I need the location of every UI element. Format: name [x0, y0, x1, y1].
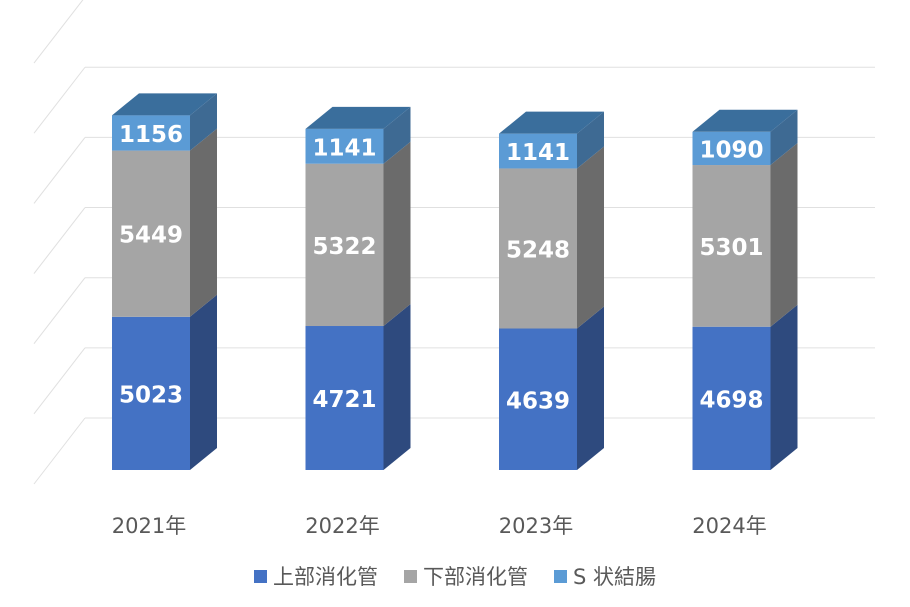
- legend-swatch: [403, 569, 417, 583]
- x-tick-label: 2022年: [305, 514, 379, 538]
- bar-segment-side: [577, 146, 604, 329]
- bar-segment: [692, 131, 771, 166]
- legend-label: 下部消化管: [422, 565, 528, 589]
- bar-segment: [112, 115, 190, 151]
- data-label: 5023: [119, 382, 183, 408]
- gridline-diagonal: [33, 66, 86, 134]
- data-label: 4698: [699, 387, 763, 413]
- legend-label: S 状結腸: [572, 565, 656, 589]
- gridline-diagonal: [33, 417, 86, 485]
- bar-top: [112, 93, 217, 116]
- legend: 上部消化管 下部消化管 S 状結腸: [0, 560, 910, 592]
- legend-item-upper-gi: 上部消化管: [253, 561, 378, 591]
- bar-segment-side: [383, 304, 411, 470]
- bar-segment: [692, 326, 771, 470]
- x-tick-label: 2024年: [692, 514, 766, 538]
- gridline-diagonal: [33, 277, 86, 345]
- gridline-diagonal: [33, 347, 86, 415]
- bar-segment-side: [190, 93, 217, 151]
- bar-segment: [499, 168, 577, 329]
- legend-swatch: [553, 569, 567, 583]
- bar-segment: [499, 328, 577, 470]
- bar-segment-side: [383, 141, 411, 327]
- gridline-diagonal: [33, 137, 86, 204]
- bar-segment: [112, 316, 190, 470]
- bar-segment-side: [190, 294, 217, 470]
- bar-segment-side: [770, 304, 798, 470]
- data-label: 5449: [119, 223, 183, 249]
- gridline-diagonal: [33, 0, 84, 64]
- x-tick-label: 2023年: [499, 514, 573, 538]
- bar-segment: [692, 165, 771, 327]
- data-label: 5301: [699, 235, 763, 261]
- bars: [112, 93, 798, 470]
- data-label: 4721: [312, 387, 376, 413]
- data-label: 5248: [506, 237, 570, 263]
- bar-segment: [112, 150, 190, 317]
- bar-top: [499, 111, 604, 134]
- bar-segment-side: [770, 109, 798, 166]
- bar-segment: [305, 163, 384, 327]
- legend-swatch: [253, 569, 267, 583]
- bar-segment-side: [577, 111, 604, 169]
- bar-segment-side: [383, 106, 411, 164]
- x-tick-label: 2021年: [112, 514, 186, 538]
- data-label: 1156: [119, 122, 183, 148]
- bar-segment: [499, 133, 577, 169]
- x-axis-ticks: 2021年 2022年 2023年 2024年: [112, 514, 767, 538]
- gridline-diagonal: [33, 207, 86, 274]
- legend-item-lower-gi: 下部消化管: [403, 561, 528, 591]
- bar-segment-side: [190, 128, 217, 317]
- legend-label: 上部消化管: [272, 565, 378, 589]
- legend-item-sigmoid: S 状結腸: [553, 561, 656, 591]
- bar-segment-side: [770, 143, 798, 327]
- data-label: 1090: [699, 137, 763, 163]
- data-labels: 5023 5449 1156 4721 5322 1141 4639 5248 1141 4698…: [119, 122, 764, 414]
- data-label: 4639: [506, 388, 570, 414]
- bar-segment: [305, 326, 384, 470]
- bar-segment: [305, 128, 384, 164]
- data-label: 1141: [506, 140, 570, 166]
- bar-segment-side: [577, 306, 604, 470]
- data-label: 5322: [312, 234, 376, 260]
- data-label: 1141: [312, 135, 376, 161]
- bar-top: [692, 109, 798, 132]
- bar-top: [305, 106, 411, 129]
